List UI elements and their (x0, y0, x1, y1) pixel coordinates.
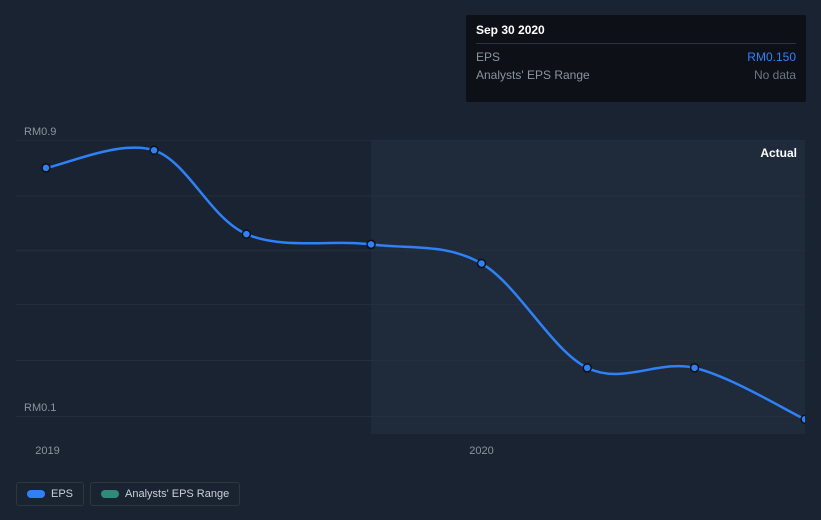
eps-chart: Actual RM0.9RM0.1 (16, 140, 805, 434)
x-axis-label: 2019 (35, 445, 59, 457)
legend-label: EPS (51, 488, 73, 500)
tooltip-divider (476, 43, 796, 44)
tooltip-row: Analysts' EPS Range No data (476, 66, 796, 84)
legend-item[interactable]: EPS (16, 482, 84, 506)
y-axis-label: RM0.1 (24, 402, 56, 414)
x-axis-labels: 2019 2020 (16, 445, 805, 465)
x-axis-label: 2020 (469, 445, 493, 457)
tooltip-row-label: Analysts' EPS Range (476, 68, 590, 82)
tooltip-row-value: No data (754, 68, 796, 82)
y-axis-label: RM0.9 (24, 126, 56, 138)
tooltip-row-label: EPS (476, 50, 500, 64)
legend-swatch (27, 490, 43, 498)
actual-label: Actual (760, 146, 797, 160)
tooltip-row: EPS RM0.150 (476, 48, 796, 66)
chart-svg (16, 140, 805, 434)
chart-tooltip: Sep 30 2020 EPS RM0.150 Analysts' EPS Rang… (466, 15, 806, 102)
tooltip-row-value: RM0.150 (747, 50, 796, 64)
chart-legend: EPS Analysts' EPS Range (16, 482, 240, 506)
legend-label: Analysts' EPS Range (125, 488, 229, 500)
legend-item[interactable]: Analysts' EPS Range (90, 482, 240, 506)
tooltip-date: Sep 30 2020 (476, 23, 796, 43)
legend-swatch (101, 490, 117, 498)
